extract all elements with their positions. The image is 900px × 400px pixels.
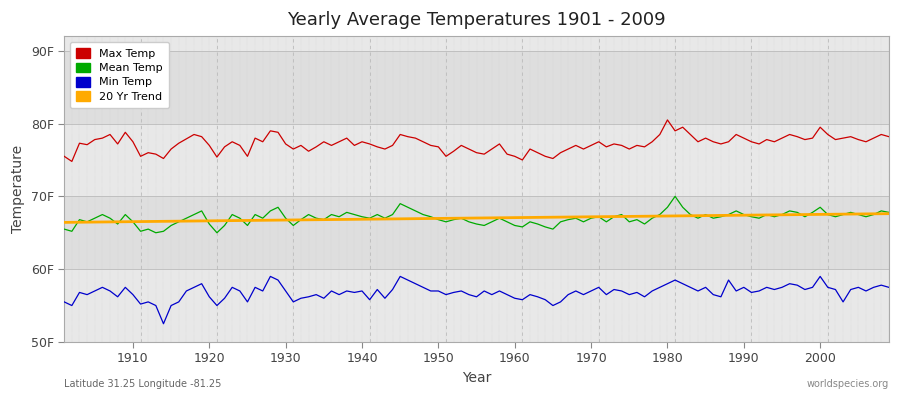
Legend: Max Temp, Mean Temp, Min Temp, 20 Yr Trend: Max Temp, Mean Temp, Min Temp, 20 Yr Tre… [70,42,169,108]
Bar [64,51,889,124]
Bar [64,269,889,342]
Bar [64,196,889,269]
Text: Latitude 31.25 Longitude -81.25: Latitude 31.25 Longitude -81.25 [64,379,221,389]
Y-axis label: Temperature: Temperature [11,145,25,233]
Text: worldspecies.org: worldspecies.org [806,379,889,389]
Bar [64,124,889,196]
X-axis label: Year: Year [462,371,491,385]
Title: Yearly Average Temperatures 1901 - 2009: Yearly Average Temperatures 1901 - 2009 [287,11,666,29]
